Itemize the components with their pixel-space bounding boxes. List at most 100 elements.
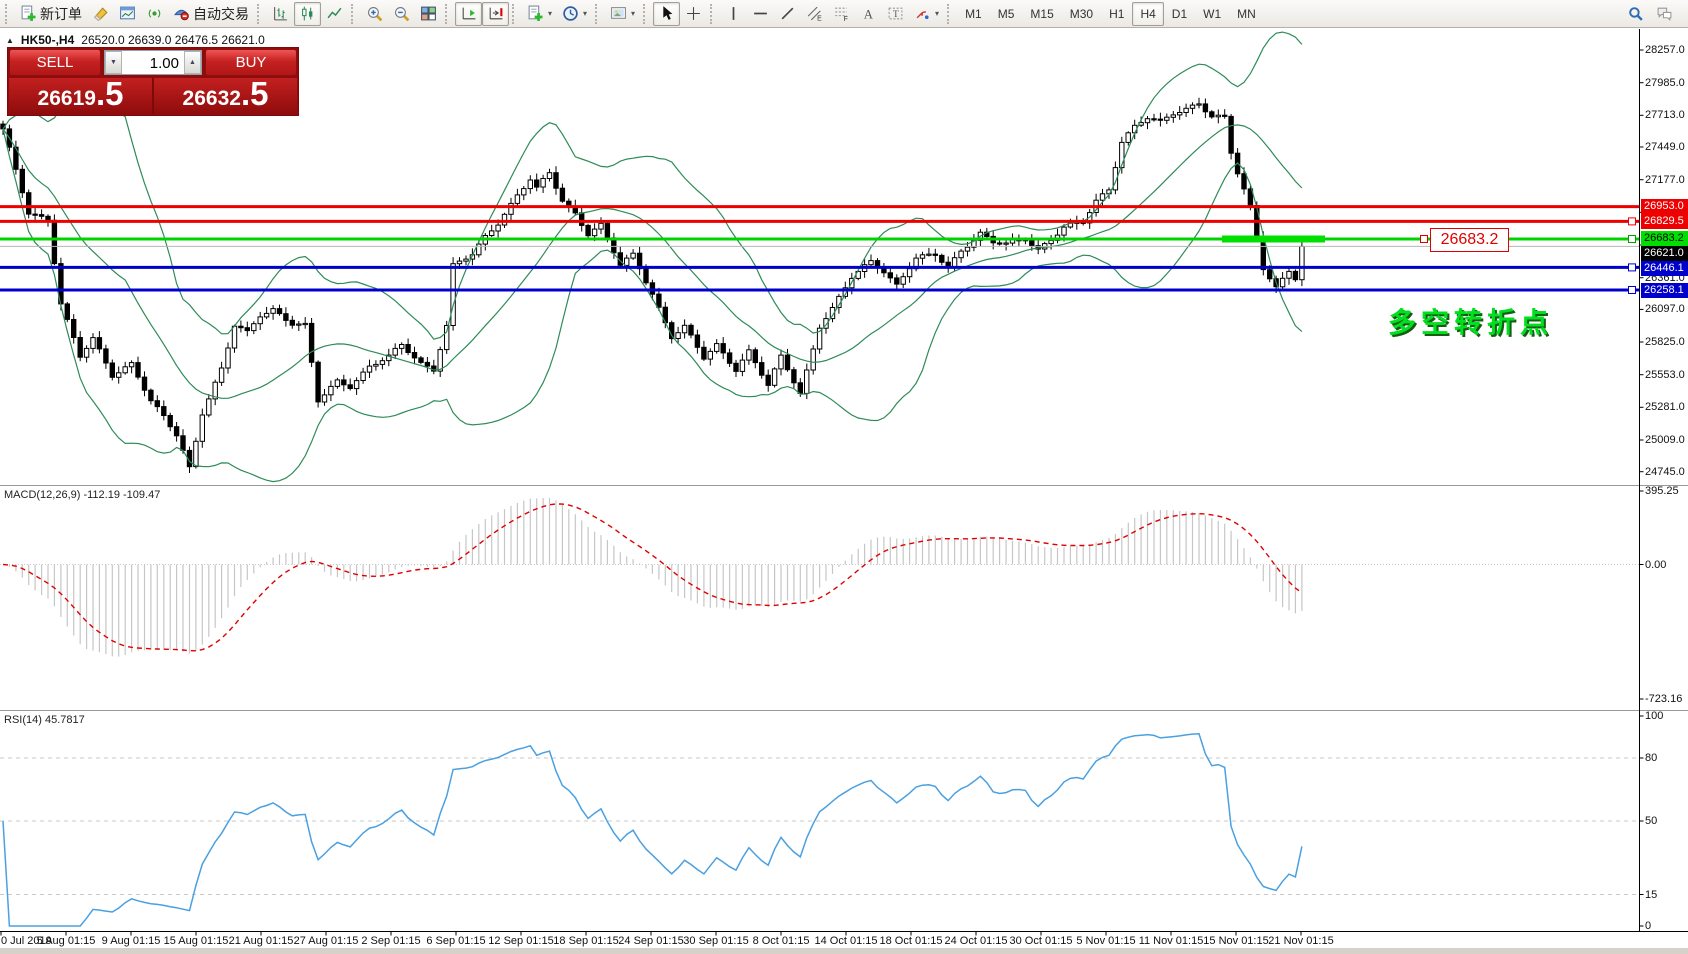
macd-pane xyxy=(0,497,1639,657)
price-level-annotation[interactable]: 26683.2 xyxy=(1430,228,1509,252)
macd-histogram xyxy=(8,497,1303,657)
line-drag-handle[interactable] xyxy=(1420,235,1428,243)
chat-button[interactable] xyxy=(1651,2,1678,26)
rsi-pane xyxy=(0,733,1639,927)
panel-collapse-arrow[interactable]: ▲ xyxy=(6,35,14,45)
toolbar-group-grip xyxy=(512,3,517,24)
autotrading-button-label: 自动交易 xyxy=(193,5,249,22)
equidistant-channel-tool-button[interactable]: E xyxy=(801,2,828,26)
channel-icon: E xyxy=(806,5,823,22)
doc-plus-icon xyxy=(20,5,37,22)
new-order-button-label: 新订单 xyxy=(40,5,82,22)
line-drag-handle[interactable] xyxy=(1628,235,1636,243)
timeframe-m1-button-label: M1 xyxy=(965,6,982,21)
signal-icon xyxy=(146,5,163,22)
text-tool-button[interactable]: A xyxy=(855,2,882,26)
autotrading-button[interactable]: 自动交易 xyxy=(168,2,254,26)
chart-header: ▲ HK50-,H4 26520.0 26639.0 26476.5 26621… xyxy=(6,33,265,47)
zoom-in-icon xyxy=(366,5,383,22)
bollinger-middle-band xyxy=(2,124,1303,399)
timeframe-m5-button[interactable]: M5 xyxy=(990,2,1023,26)
candles-icon xyxy=(299,5,316,22)
volume-decrease-button[interactable]: ▼ xyxy=(105,51,122,74)
sell-price: 26619.5 xyxy=(9,75,152,114)
sell-button[interactable]: SELL xyxy=(9,49,101,76)
eraser-icon xyxy=(92,5,109,22)
vertical-line-tool-button[interactable] xyxy=(720,2,747,26)
chevron-down-icon: ▾ xyxy=(583,9,588,18)
timeframe-m30-button[interactable]: M30 xyxy=(1062,2,1101,26)
main-toolbar: 新订单 自动交易 ▾ ▾ ▾ E F A T ▾ M1 M5 M15 M30 H1 H4 D1 W1 MN xyxy=(0,0,1688,28)
timeframe-m30-button-label: M30 xyxy=(1069,6,1094,21)
timeframe-h1-button[interactable]: H1 xyxy=(1101,2,1132,26)
zoom-out-icon xyxy=(393,5,410,22)
crosshair-tool-button[interactable] xyxy=(680,2,707,26)
line-drag-handle[interactable] xyxy=(1628,263,1636,272)
window-bottom-edge xyxy=(0,948,1688,954)
clock-icon xyxy=(562,5,579,22)
chart-shift-button[interactable] xyxy=(455,1,482,26)
autoscroll-icon xyxy=(487,5,504,22)
macd-signal-line xyxy=(2,503,1303,652)
rsi-line xyxy=(2,733,1303,927)
line-drag-handle[interactable] xyxy=(1628,286,1636,294)
price-pane xyxy=(0,31,1305,483)
template-dropdown[interactable]: ▾ xyxy=(605,2,640,26)
timeframe-w1-button[interactable]: W1 xyxy=(1195,2,1229,26)
cursor-icon xyxy=(658,5,675,22)
text-label-tool-button[interactable]: T xyxy=(882,2,909,26)
timeframe-mn-button-label: MN xyxy=(1237,6,1256,21)
toolbar-group-grip xyxy=(5,3,10,24)
trendline-tool-button[interactable] xyxy=(774,2,801,26)
timeframe-h4-button[interactable]: H4 xyxy=(1132,1,1164,26)
fibo-icon: F xyxy=(833,5,850,22)
line-drag-handle[interactable] xyxy=(1628,217,1636,226)
sell-price-pips: .5 xyxy=(95,75,124,112)
fibonacci-tool-button[interactable]: F xyxy=(828,2,855,26)
template-icon xyxy=(610,5,627,22)
timeframe-mn-button[interactable]: MN xyxy=(1229,2,1264,26)
bar-chart-button[interactable] xyxy=(267,2,294,26)
new-chart-dropdown[interactable]: ▾ xyxy=(522,2,557,26)
chart-window-button[interactable] xyxy=(114,2,141,26)
toolbar-group-grip xyxy=(445,3,450,24)
chart-note-text: 多空转折点 xyxy=(1388,307,1554,338)
zoom-out-button[interactable] xyxy=(388,2,415,26)
search-button[interactable] xyxy=(1622,2,1649,26)
svg-text:F: F xyxy=(844,16,848,22)
timeframe-m15-button[interactable]: M15 xyxy=(1022,2,1061,26)
arrows-tool-dropdown[interactable]: ▾ xyxy=(909,2,944,26)
trade-panel-controls: SELL ▼ 1.00 ▲ BUY xyxy=(9,49,297,76)
zoom-in-button[interactable] xyxy=(361,2,388,26)
volume-stepper: ▼ 1.00 ▲ xyxy=(104,50,202,75)
timeframe-m5-button-label: M5 xyxy=(997,6,1015,21)
buy-button[interactable]: BUY xyxy=(205,49,297,76)
vline-icon xyxy=(725,5,742,22)
tile-windows-button[interactable] xyxy=(415,2,442,26)
shift-icon xyxy=(460,5,477,22)
toolbar-group-grip xyxy=(643,3,648,24)
candle-bodies xyxy=(0,103,1305,468)
signals-button[interactable] xyxy=(141,2,168,26)
chevron-down-icon: ▾ xyxy=(631,9,636,18)
period-dropdown[interactable]: ▾ xyxy=(557,2,592,26)
line-chart-button[interactable] xyxy=(321,2,348,26)
highlighted-level-segment[interactable] xyxy=(1222,235,1325,243)
new-order-button[interactable]: 新订单 xyxy=(15,2,87,26)
candlestick-chart-button[interactable] xyxy=(294,1,321,26)
buy-price-main: 26632 xyxy=(182,87,241,110)
timeframe-d1-button[interactable]: D1 xyxy=(1164,2,1195,26)
timeframe-h1-button-label: H1 xyxy=(1109,6,1125,21)
volume-increase-button[interactable]: ▲ xyxy=(184,51,201,74)
auto-scroll-button[interactable] xyxy=(482,1,509,26)
eraser-button[interactable] xyxy=(87,2,114,26)
toolbar-group-grip xyxy=(351,3,356,24)
chevron-down-icon: ▾ xyxy=(548,9,553,18)
horizontal-line-tool-button[interactable] xyxy=(747,2,774,26)
label-icon: T xyxy=(887,5,904,22)
volume-input[interactable]: 1.00 xyxy=(149,55,179,72)
cursor-tool-button[interactable] xyxy=(653,1,681,26)
timeframe-m1-button[interactable]: M1 xyxy=(957,2,990,26)
